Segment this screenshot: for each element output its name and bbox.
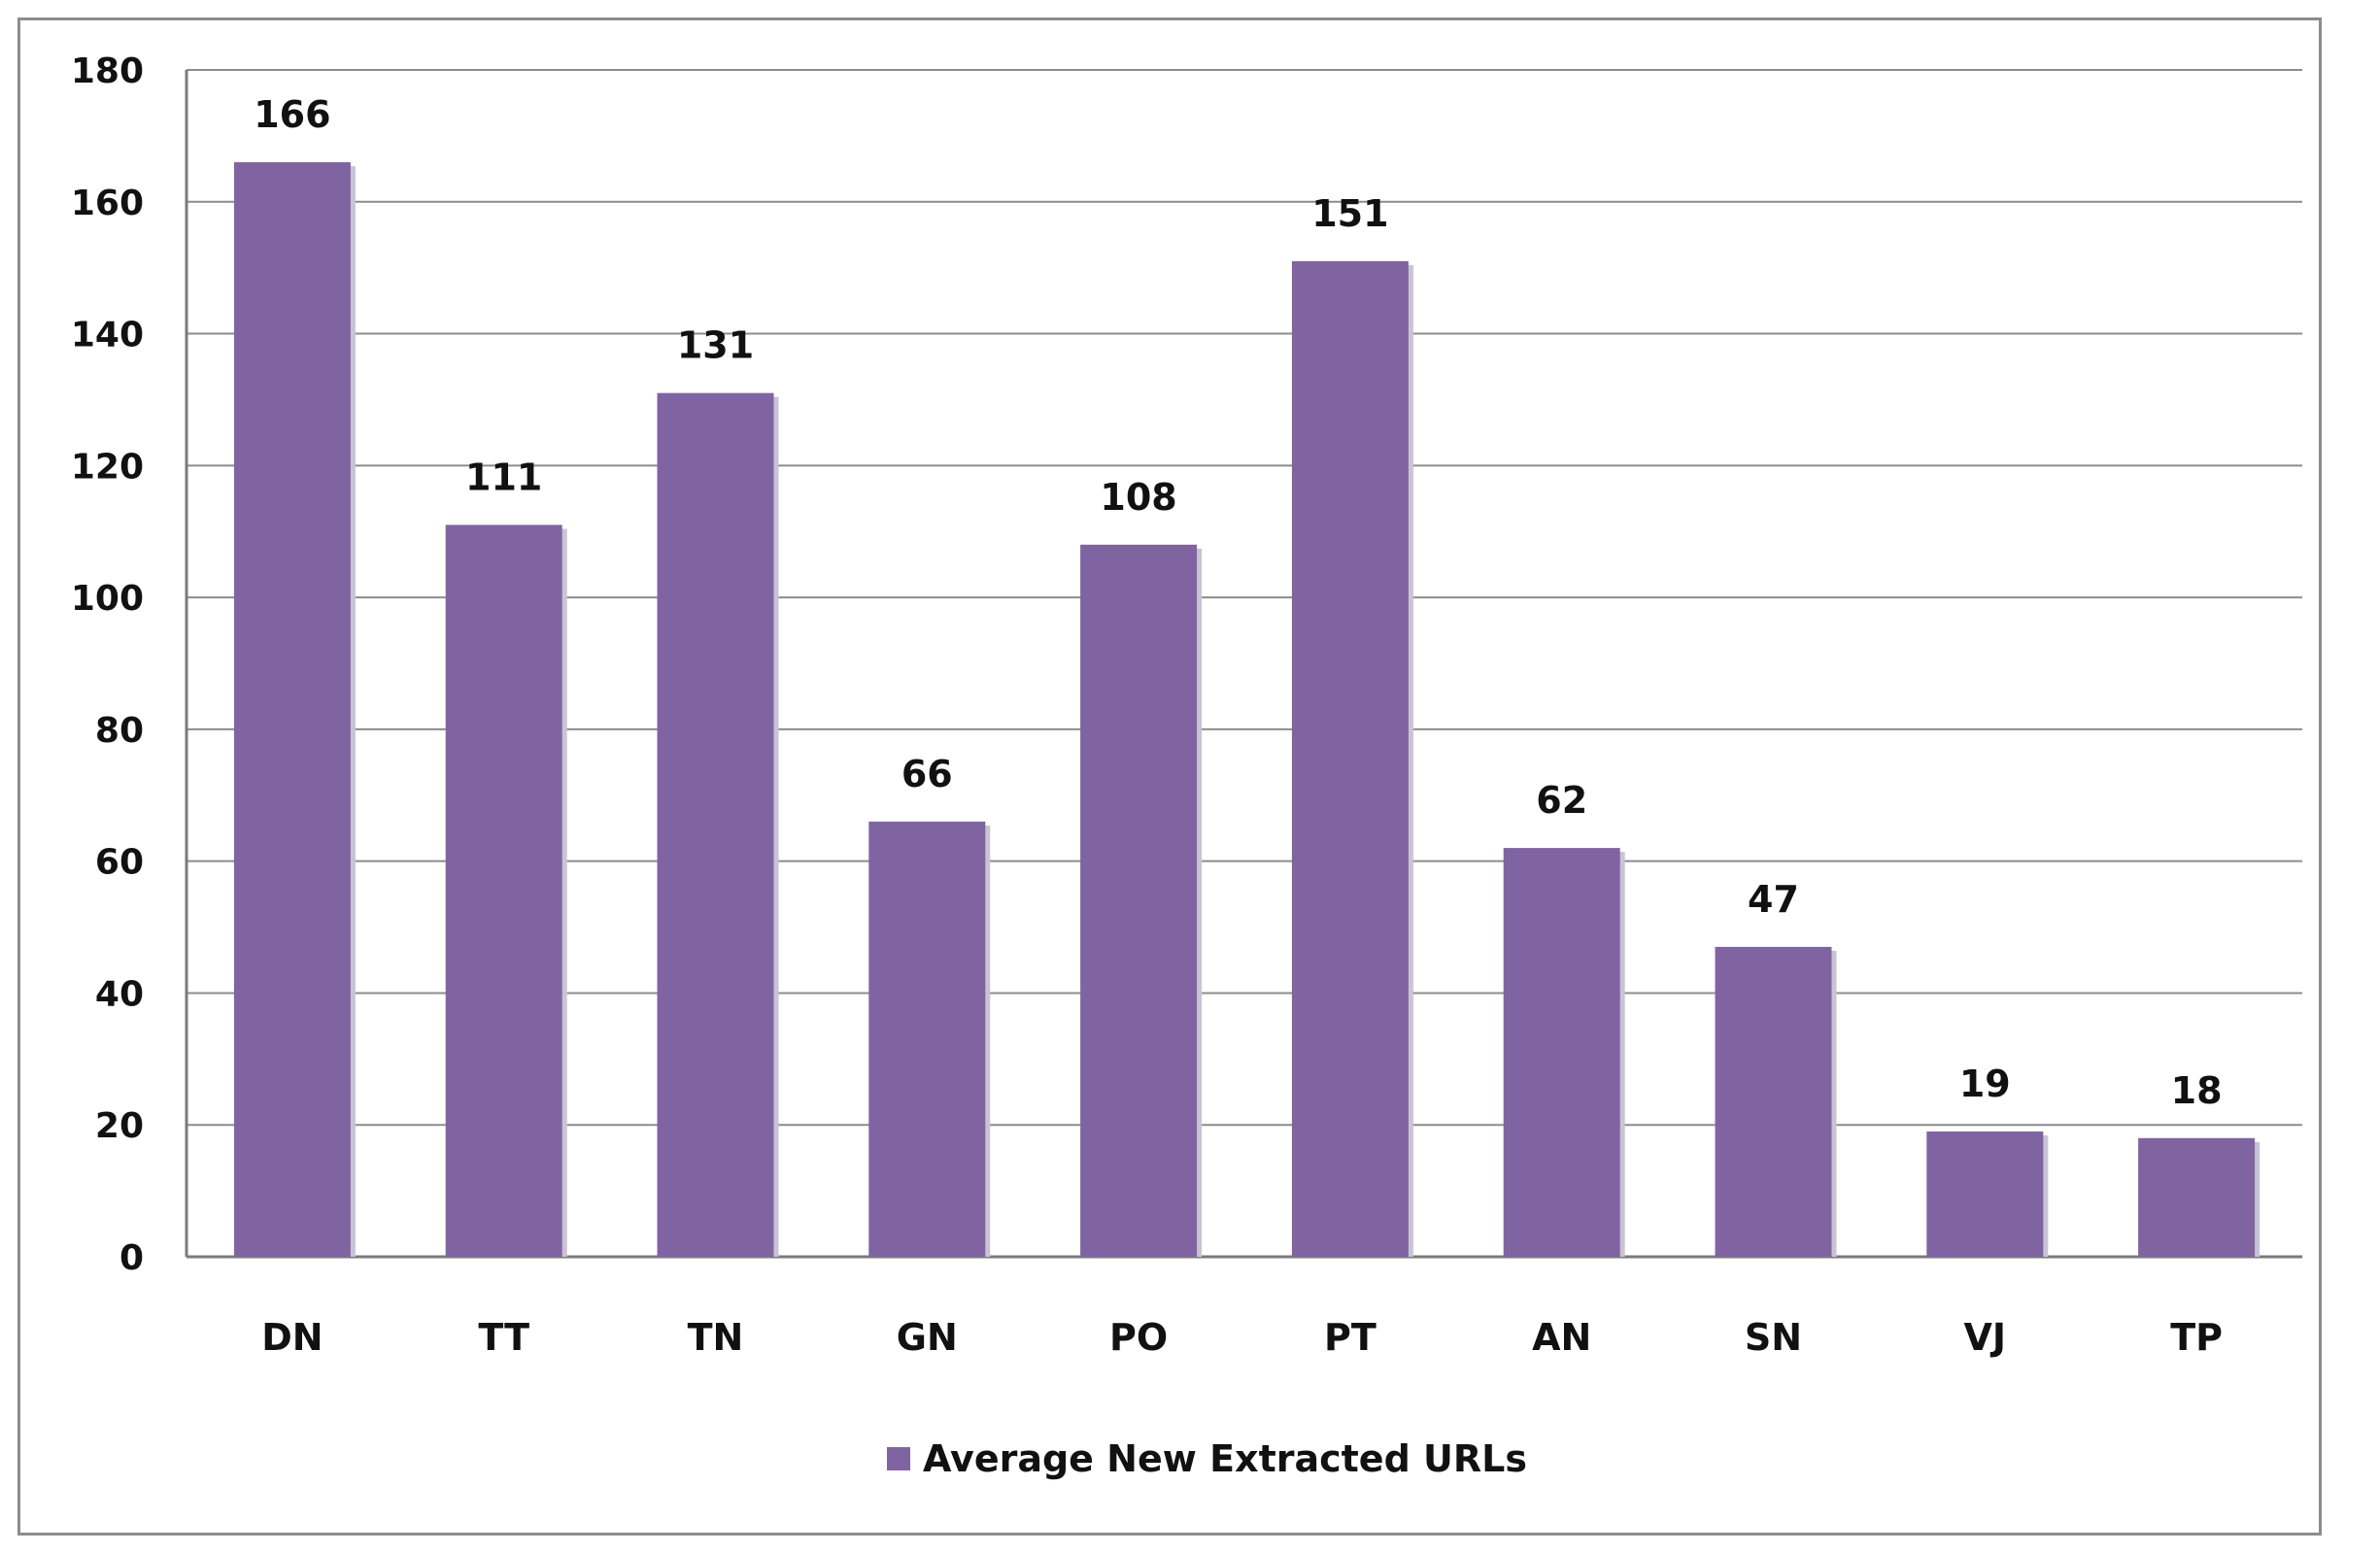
data-label: 62 bbox=[1536, 779, 1587, 822]
bar-gn bbox=[868, 821, 986, 1257]
x-tick-label: DN bbox=[261, 1316, 323, 1359]
x-tick-label: AN bbox=[1532, 1316, 1591, 1359]
bar-po bbox=[1080, 544, 1198, 1257]
y-tick-label: 140 bbox=[71, 316, 144, 355]
bar-dn bbox=[233, 162, 351, 1258]
y-tick-label: 80 bbox=[95, 711, 144, 751]
y-tick-label: 40 bbox=[95, 974, 144, 1014]
bars bbox=[233, 162, 2261, 1258]
data-labels: 166 111 131 66 108 151 62 47 19 18 bbox=[254, 93, 2222, 1112]
bar-tn bbox=[657, 392, 774, 1258]
data-label: 111 bbox=[465, 456, 542, 498]
y-tick-label: 120 bbox=[71, 447, 144, 487]
legend-swatch bbox=[887, 1447, 910, 1470]
x-tick-label: SN bbox=[1745, 1316, 1802, 1359]
y-tick-label: 100 bbox=[71, 579, 144, 619]
legend: Average New Extracted URLs bbox=[887, 1437, 1527, 1480]
bar-an bbox=[1503, 848, 1620, 1257]
bar-vj bbox=[1926, 1131, 2044, 1257]
y-tick-label: 180 bbox=[71, 51, 144, 91]
x-tick-label: PO bbox=[1109, 1316, 1168, 1359]
data-label: 151 bbox=[1311, 192, 1388, 235]
x-tick-label: VJ bbox=[1964, 1316, 2007, 1359]
bar-pt bbox=[1291, 260, 1409, 1257]
y-tick-label: 160 bbox=[71, 184, 144, 223]
data-label: 166 bbox=[254, 93, 330, 136]
data-label: 19 bbox=[1959, 1063, 2011, 1105]
legend-label: Average New Extracted URLs bbox=[923, 1437, 1527, 1480]
x-tick-label: TP bbox=[2170, 1316, 2223, 1359]
x-tick-label: PT bbox=[1324, 1316, 1377, 1359]
x-axis-ticks: DN TT TN GN PO PT AN SN VJ TP bbox=[261, 1316, 2223, 1359]
y-tick-label: 0 bbox=[119, 1238, 144, 1278]
data-label: 108 bbox=[1100, 476, 1176, 519]
data-label: 47 bbox=[1748, 878, 1799, 921]
y-tick-label: 60 bbox=[95, 843, 144, 883]
y-axis-ticks: 0 20 40 60 80 100 120 140 160 180 bbox=[71, 51, 144, 1278]
data-label: 131 bbox=[677, 324, 754, 367]
bar-tp bbox=[2138, 1137, 2256, 1257]
y-tick-label: 20 bbox=[95, 1106, 144, 1146]
bar-sn bbox=[1715, 946, 1832, 1257]
bar-tt bbox=[445, 524, 562, 1257]
x-tick-label: TT bbox=[478, 1316, 529, 1359]
data-label: 66 bbox=[901, 753, 953, 795]
x-tick-label: TN bbox=[688, 1316, 744, 1359]
x-tick-label: GN bbox=[897, 1316, 958, 1359]
data-label: 18 bbox=[2171, 1069, 2223, 1112]
